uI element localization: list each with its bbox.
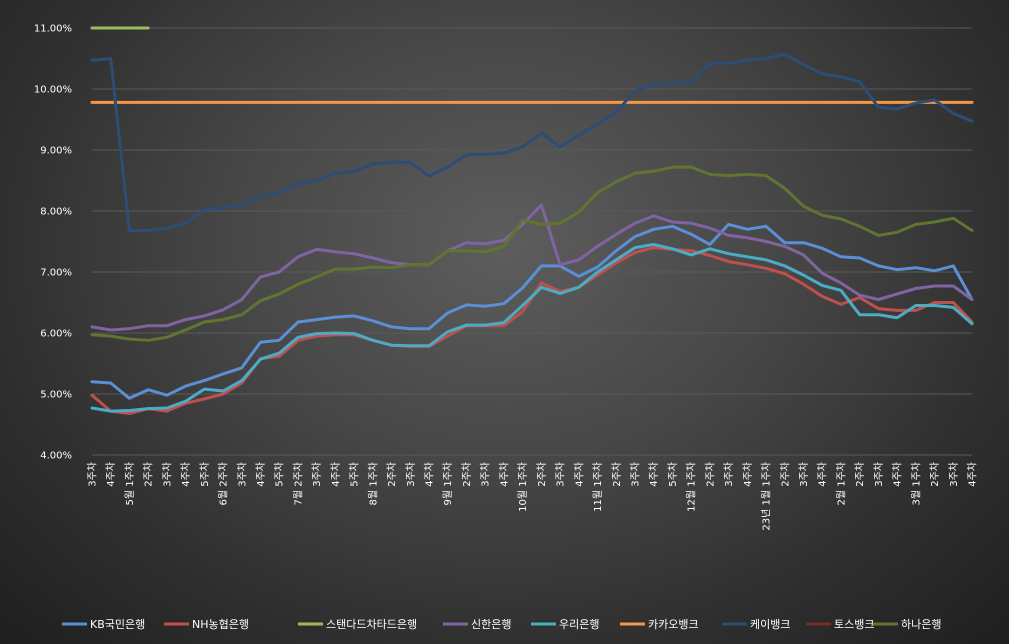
y-tick-label: 7.00% (40, 268, 72, 279)
x-tick-label: 2주차 (461, 462, 473, 487)
x-tick-label: 11월 1주차 (592, 462, 604, 512)
x-tick-label: 5주차 (667, 462, 679, 487)
x-tick-label: 3주차 (161, 462, 173, 487)
x-tick-label: 2주차 (779, 462, 791, 487)
x-tick-label: 4주차 (742, 462, 754, 487)
series-line-8 (90, 165, 974, 342)
x-tick-label: 12월 1주차 (686, 462, 698, 512)
x-tick-label: 2월 1주차 (835, 462, 847, 506)
x-tick-label: 3주차 (311, 462, 323, 487)
series-line-0 (90, 222, 974, 400)
legend-item: 하나은행 (873, 617, 941, 631)
legend-item: NH농협은행 (164, 618, 249, 631)
legend-item: 토스뱅크 (806, 618, 874, 631)
legend-label: 신한은행 (471, 618, 511, 631)
series-line-3 (90, 203, 974, 332)
x-tick-label: 3주차 (723, 462, 735, 487)
x-tick-label: 2주차 (143, 462, 155, 487)
x-tick-label: 5주차 (199, 462, 211, 487)
legend-label: 우리은행 (559, 618, 599, 631)
x-tick-label: 4주차 (424, 462, 436, 487)
legend-label: 스탠다드차타드은행 (326, 618, 417, 631)
x-tick-label: 4주차 (967, 462, 979, 487)
y-tick-label: 9.00% (40, 146, 72, 157)
x-tick-label: 4주차 (817, 462, 829, 487)
legend-item: 스탠다드차타드은행 (298, 618, 417, 631)
x-tick-label: 10월 1주차 (517, 462, 529, 512)
x-tick-label: 4주차 (498, 462, 510, 487)
legend-item: KB국민은행 (62, 618, 145, 631)
x-tick-label: 2주차 (929, 462, 941, 487)
x-tick-label: 2주차 (704, 462, 716, 487)
legend: KB국민은행 NH농협은행 스탠다드차타드은행 신한은행 우리은행 카카오뱅크 케이뱅크 토스… (62, 617, 941, 631)
y-tick-label: 10.00% (34, 85, 72, 96)
gridlines (92, 27, 972, 456)
x-tick-label: 4주차 (648, 462, 660, 487)
series-line-4 (90, 243, 974, 413)
x-tick-label: 8월 1주차 (367, 462, 379, 506)
x-tick-label: 3월 1주차 (910, 462, 922, 506)
x-tick-label: 3주차 (555, 462, 567, 487)
x-tick-label: 3주차 (87, 462, 99, 487)
y-tick-label: 11.00% (34, 24, 72, 35)
x-tick-label: 7월 2주차 (292, 462, 304, 506)
y-tick-label: 4.00% (40, 451, 72, 462)
x-tick-label: 3주차 (629, 462, 641, 487)
y-tick-label: 5.00% (40, 390, 72, 401)
legend-label: NH농협은행 (192, 618, 249, 631)
y-tick-label: 6.00% (40, 329, 72, 340)
legend-label: 케이뱅크 (750, 618, 790, 631)
x-tick-label: 2주차 (854, 462, 866, 487)
x-tick-label: 4주차 (180, 462, 192, 487)
x-tick-label: 2주차 (611, 462, 623, 487)
x-tick-label: 23년 1월 1주차 (761, 462, 773, 531)
x-axis: 3주차 4주차 5월 1주차 2주차 3주차 4주차 5주차 6월 2주차 3주차 4주차 5주차 7… (87, 462, 979, 531)
legend-label: 하나은행 (901, 617, 941, 631)
x-tick-label: 9월 1주차 (442, 462, 454, 506)
y-tick-label: 8.00% (40, 207, 72, 218)
x-tick-label: 4주차 (330, 462, 342, 487)
x-tick-label: 3주차 (405, 462, 417, 487)
x-tick-label: 2주차 (386, 462, 398, 487)
x-tick-label: 2주차 (536, 462, 548, 487)
series-lines (90, 26, 974, 415)
x-tick-label: 3주차 (480, 462, 492, 487)
x-tick-label: 6월 2주차 (218, 462, 230, 506)
legend-item: 우리은행 (531, 618, 599, 631)
x-tick-label: 4주차 (573, 462, 585, 487)
legend-label: KB국민은행 (90, 618, 145, 631)
legend-label: 토스뱅크 (834, 618, 874, 631)
x-tick-label: 3주차 (236, 462, 248, 487)
legend-label: 카카오뱅크 (648, 618, 699, 631)
x-tick-label: 4주차 (105, 462, 117, 487)
legend-item: 카카오뱅크 (620, 618, 699, 631)
x-tick-label: 4주차 (255, 462, 267, 487)
x-tick-label: 3주차 (873, 462, 885, 487)
x-tick-label: 5주차 (349, 462, 361, 487)
series-line-6 (90, 52, 974, 232)
legend-item: 신한은행 (443, 618, 511, 631)
x-tick-label: 3주차 (948, 462, 960, 487)
legend-item: 케이뱅크 (722, 618, 790, 631)
x-tick-label: 5월 1주차 (124, 462, 136, 506)
x-tick-label: 5주차 (274, 462, 286, 487)
x-tick-label: 3주차 (798, 462, 810, 487)
y-axis: 11.00% 10.00% 9.00% 8.00% 7.00% 6.00% 5.00% 4.0… (34, 24, 72, 462)
x-tick-label: 4주차 (892, 462, 904, 487)
